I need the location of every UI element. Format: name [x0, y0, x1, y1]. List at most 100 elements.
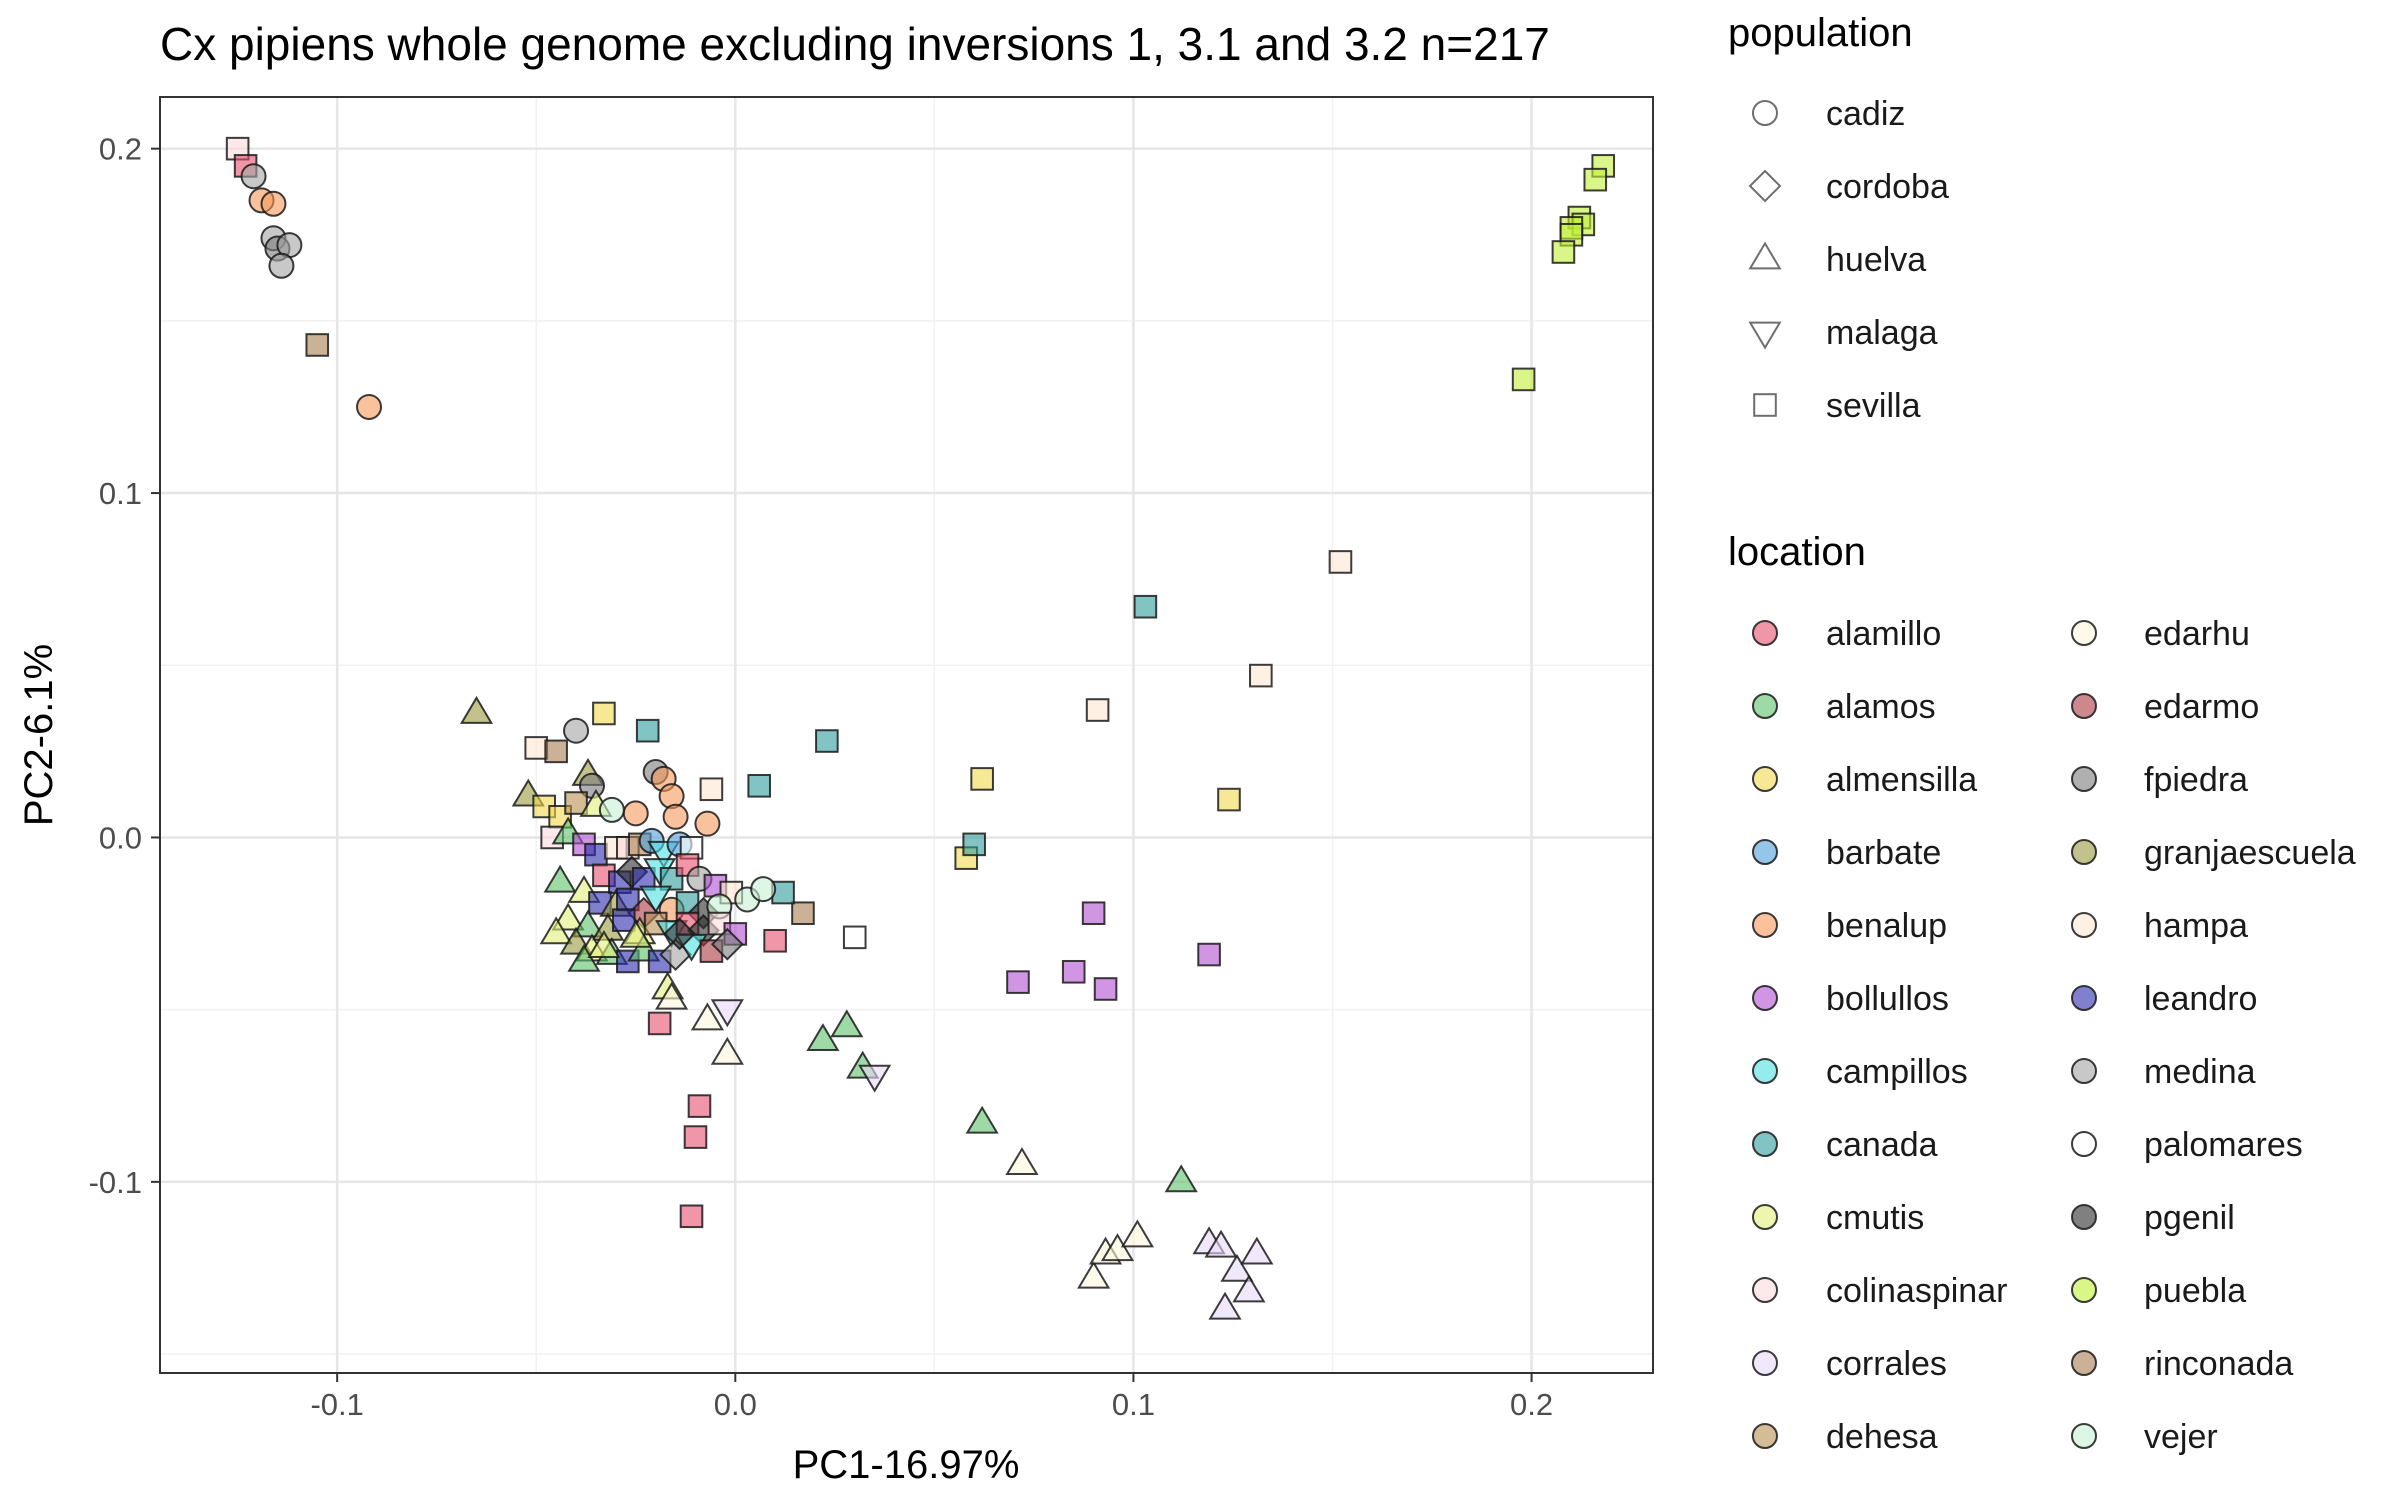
data-point	[543, 864, 577, 893]
y-axis-ticks: -0.1 0.0 0.1 0.2	[89, 132, 160, 1200]
data-point	[647, 1011, 672, 1036]
legend-location-key	[1752, 1423, 1778, 1449]
y-tick-label: 0.1	[99, 476, 142, 511]
plot-panel	[160, 97, 1653, 1373]
data-point	[1232, 1274, 1266, 1303]
legend-location-key	[1752, 1204, 1778, 1230]
legend-location-key	[2071, 1277, 2097, 1303]
data-point	[1328, 550, 1353, 574]
legend-location-key	[1752, 766, 1778, 792]
data-point	[662, 803, 689, 830]
data-point	[663, 917, 696, 951]
legend-location-key	[1752, 1058, 1778, 1084]
data-point	[564, 791, 588, 815]
data-point	[683, 1125, 708, 1149]
data-point	[763, 928, 787, 953]
legend-location-key	[2071, 1350, 2097, 1376]
data-point	[687, 1094, 712, 1118]
legend-location-key	[2071, 693, 2097, 719]
legend-location-label: granjaescuela	[2144, 834, 2356, 872]
data-point	[592, 701, 616, 726]
legend-population: population cadiz cordoba huelva malaga sevil…	[1728, 11, 1949, 425]
legend-location-key	[2071, 620, 2097, 646]
x-axis-label: PC1-16.97%	[793, 1443, 1020, 1487]
data-point	[584, 842, 608, 867]
legend-location-key	[1752, 839, 1778, 865]
data-point	[655, 981, 689, 1010]
data-point	[694, 810, 721, 837]
legend-location-label: dehesa	[1826, 1418, 1938, 1456]
data-point	[622, 800, 649, 827]
data-point	[1208, 1291, 1242, 1320]
data-point	[1061, 959, 1086, 984]
legend-location-label: bollullos	[1826, 980, 1949, 1018]
data-point	[962, 832, 986, 857]
legend-location-label: rinconada	[2144, 1345, 2293, 1383]
data-point	[459, 695, 494, 724]
data-point	[1005, 1147, 1039, 1175]
data-point	[842, 925, 867, 950]
data-point	[710, 999, 744, 1028]
data-point	[1100, 1233, 1135, 1262]
data-point	[1511, 367, 1536, 392]
legend-population-label: cordoba	[1826, 168, 1949, 206]
legend-location-key	[1752, 1277, 1778, 1303]
legend-population-key	[1753, 393, 1777, 417]
data-point	[750, 876, 777, 903]
y-axis-label: PC2-6.1%	[17, 644, 61, 826]
data-point	[571, 909, 605, 938]
data-point	[1249, 663, 1273, 688]
legend-location-label: campillos	[1826, 1053, 1968, 1091]
legend-location-key	[1752, 1350, 1778, 1376]
legend-location-label: cmutis	[1826, 1199, 1924, 1237]
data-point	[563, 717, 590, 744]
legend-location-key	[2071, 1423, 2097, 1449]
chart-title: Cx pipiens whole genome excluding invers…	[160, 18, 1550, 70]
legend-location-key	[1752, 620, 1778, 646]
data-point	[1197, 942, 1221, 967]
data-point	[1217, 787, 1241, 812]
data-point	[806, 1023, 840, 1052]
data-point	[858, 1064, 892, 1093]
legend-location-label: pgenil	[2144, 1199, 2235, 1237]
data-point	[598, 796, 625, 823]
data-point	[639, 885, 673, 914]
legend-location-title: location	[1728, 530, 1866, 574]
data-point	[619, 919, 653, 948]
legend-location: location alamillo alamos almensilla barbate…	[1728, 530, 2356, 1456]
legend-location-key	[2071, 912, 2097, 938]
data-point	[679, 1204, 704, 1229]
data-point	[544, 739, 568, 764]
data-point	[1133, 594, 1158, 619]
data-point	[1006, 970, 1030, 994]
data-point	[635, 718, 660, 743]
legend-population-label: malaga	[1826, 314, 1938, 352]
legend-location-key	[2071, 985, 2097, 1011]
data-point	[612, 908, 636, 932]
data-point	[1220, 1253, 1254, 1282]
data-point	[240, 163, 267, 190]
legend-location-label: alamos	[1826, 688, 1936, 726]
legend-location-label: vejer	[2144, 1418, 2218, 1456]
legend-population-key	[1748, 169, 1782, 203]
x-tick-label: -0.1	[310, 1387, 363, 1422]
legend-location-label: canada	[1826, 1126, 1938, 1164]
x-axis-ticks: -0.1 0.0 0.1 0.2	[310, 1373, 1553, 1422]
data-point	[539, 916, 573, 945]
y-tick-label: 0.0	[99, 820, 142, 855]
x-tick-label: 0.2	[1510, 1387, 1553, 1422]
legend-location-key	[1752, 693, 1778, 719]
legend-population-key	[1748, 241, 1782, 270]
legend-location-label: leandro	[2144, 980, 2257, 1018]
x-tick-label: 0.0	[714, 1387, 757, 1422]
data-point	[970, 767, 994, 791]
data-point	[1085, 698, 1110, 722]
data-point	[356, 393, 383, 420]
legend-location-label: edarmo	[2144, 688, 2259, 726]
data-point	[830, 1009, 864, 1038]
legend-location-label: corrales	[1826, 1345, 1947, 1383]
legend-location-label: puebla	[2144, 1272, 2246, 1310]
legend-location-label: benalup	[1826, 907, 1947, 945]
grid-minor	[160, 97, 1653, 1373]
